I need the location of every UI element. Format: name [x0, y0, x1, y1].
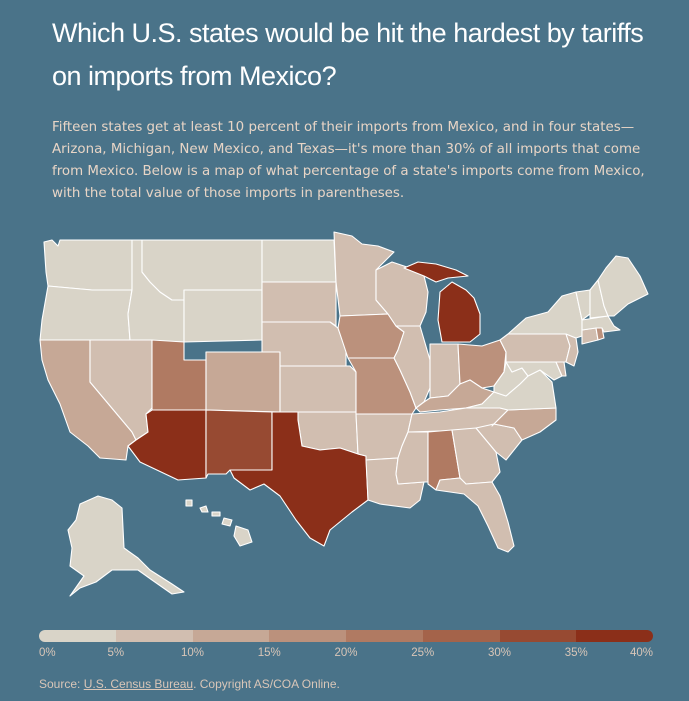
state-nm[interactable] [205, 409, 273, 479]
state-ks[interactable] [279, 365, 357, 413]
state-mi[interactable] [403, 261, 481, 343]
state-de[interactable] [555, 361, 567, 377]
scale-swatch [346, 630, 423, 642]
scale-swatch [115, 630, 193, 642]
scale-tick-label: 10% [180, 647, 205, 659]
source-note: Source: U.S. Census Bureau. Copyright AS… [39, 677, 340, 691]
hawaii-islands [185, 499, 253, 547]
scale-tick-label: 15% [257, 647, 281, 659]
map-svg [39, 231, 649, 597]
scale-tick-label: 25% [411, 647, 435, 659]
color-scale-bar [39, 630, 653, 642]
scale-tick-label: 35% [564, 647, 588, 659]
state-fl[interactable] [435, 477, 515, 553]
page-title: Which U.S. states would be hit the harde… [52, 18, 644, 91]
state-wy[interactable] [183, 289, 263, 343]
scale-swatch [269, 630, 346, 642]
color-scale-ticks: 0% 5% 10% 15% 20% 25% 30% 35% 40% [39, 647, 653, 663]
state-wa[interactable] [43, 239, 133, 291]
scale-swatch [192, 630, 270, 642]
scale-tick-label: 20% [334, 647, 358, 659]
color-scale-legend: 0% 5% 10% 15% 20% 25% 30% 35% 40% [39, 630, 653, 670]
state-or[interactable] [39, 285, 133, 341]
state-nd[interactable] [261, 239, 337, 283]
scale-swatch [39, 630, 116, 642]
us-choropleth-map [0, 228, 689, 608]
state-wi[interactable] [375, 261, 429, 327]
state-ky[interactable] [415, 379, 495, 413]
state-il[interactable] [393, 325, 431, 409]
state-tx[interactable] [229, 411, 369, 547]
census-bureau-link[interactable]: U.S. Census Bureau [83, 677, 194, 691]
scale-tick-label: 5% [107, 647, 125, 659]
scale-swatch [499, 630, 577, 642]
state-hi-maui[interactable] [221, 517, 233, 527]
state-hi-kauai[interactable] [185, 499, 193, 507]
state-ms[interactable] [395, 431, 429, 485]
state-ny[interactable] [507, 291, 583, 339]
state-ut[interactable] [151, 339, 207, 411]
state-ma[interactable] [581, 315, 621, 333]
source-suffix: . Copyright AS/COA Online. [193, 677, 340, 691]
state-me[interactable] [597, 255, 649, 317]
source-prefix: Source: [39, 677, 84, 691]
state-co[interactable] [205, 351, 281, 413]
scale-tick-label: 0% [39, 647, 56, 659]
state-hi-oahu[interactable] [199, 505, 209, 513]
scale-swatch [576, 630, 653, 642]
state-ak[interactable] [67, 495, 185, 597]
scale-tick-label: 30% [487, 647, 512, 659]
page-subtitle: Fifteen states get at least 10 percent o… [52, 120, 645, 201]
scale-tick-label: 40% [629, 647, 653, 659]
state-pa[interactable] [499, 333, 571, 363]
state-hi[interactable] [233, 525, 253, 547]
state-sd[interactable] [261, 281, 337, 327]
state-ct[interactable] [581, 327, 599, 345]
scale-swatch [422, 630, 500, 642]
state-hi-molokai[interactable] [211, 511, 221, 517]
